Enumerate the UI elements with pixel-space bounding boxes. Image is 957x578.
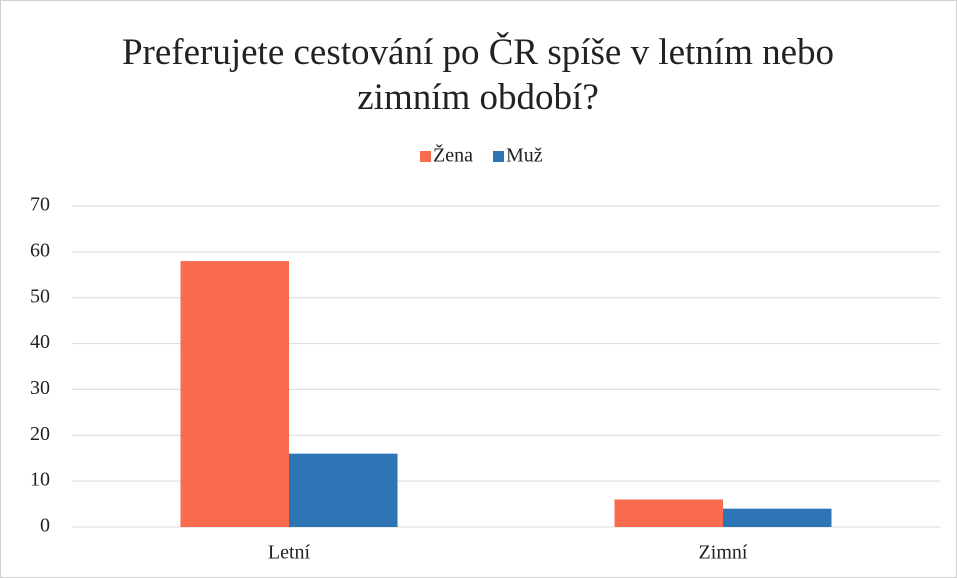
y-tick-label: 50 bbox=[30, 285, 50, 307]
y-tick-label: 20 bbox=[30, 423, 50, 445]
bar bbox=[180, 261, 289, 527]
bar bbox=[614, 499, 723, 527]
y-tick-label: 0 bbox=[40, 515, 50, 537]
x-tick-label: Zimní bbox=[699, 542, 748, 564]
y-tick-label: 40 bbox=[30, 331, 50, 353]
x-tick-label: Letní bbox=[268, 542, 311, 564]
y-tick-label: 70 bbox=[30, 194, 50, 216]
legend-swatch bbox=[420, 151, 431, 162]
y-tick-label: 10 bbox=[30, 469, 50, 491]
chart-title: Preferujete cestování po ČR spíše v letn… bbox=[121, 32, 835, 118]
legend-label: Muž bbox=[506, 145, 543, 167]
bar bbox=[723, 508, 832, 527]
y-tick-label: 60 bbox=[30, 239, 50, 261]
y-tick-label: 30 bbox=[30, 377, 50, 399]
legend-swatch bbox=[492, 151, 504, 162]
legend-label: Žena bbox=[433, 144, 473, 167]
bar bbox=[289, 453, 398, 527]
